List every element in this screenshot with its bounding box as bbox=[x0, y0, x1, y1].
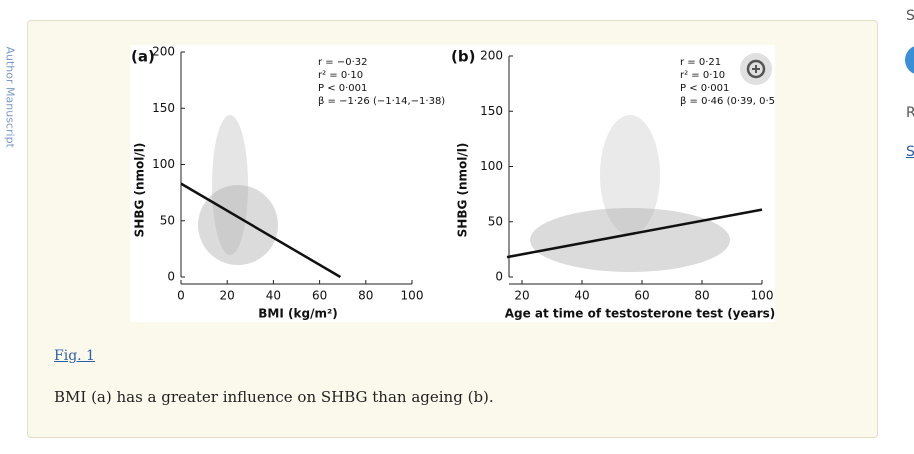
x-tick-label: 100 bbox=[751, 289, 774, 303]
y-tick-label: 100 bbox=[152, 157, 175, 171]
panel-label: (b) bbox=[451, 48, 475, 66]
annotation: r² = 0·10 bbox=[680, 70, 725, 81]
caption: BMI (a) has a greater influence on SHBG … bbox=[54, 388, 494, 406]
annotation: P < 0·001 bbox=[680, 83, 729, 94]
y-tick-label: 100 bbox=[480, 159, 503, 173]
regression-line bbox=[506, 208, 763, 259]
point-cloud bbox=[600, 115, 660, 235]
figure-bg bbox=[130, 45, 775, 322]
y-axis-label: SHBG (nmol/l) bbox=[133, 143, 147, 238]
x-tick-label: 60 bbox=[312, 289, 327, 303]
side-label: Author Manuscript bbox=[3, 46, 17, 148]
y-axis-label: SHBG (nmol/l) bbox=[456, 143, 470, 238]
y-tick-label: 50 bbox=[160, 213, 175, 227]
point-cloud bbox=[212, 115, 248, 255]
sidebar-button[interactable] bbox=[905, 45, 914, 75]
zoom-icon-plus bbox=[752, 65, 760, 73]
annotation: r² = 0·10 bbox=[318, 70, 363, 81]
x-tick-label: 40 bbox=[266, 289, 281, 303]
sidebar-link[interactable]: S bbox=[906, 144, 914, 160]
annotation: r = −0·32 bbox=[318, 57, 368, 68]
y-tick-label: 150 bbox=[480, 104, 503, 118]
zoom-icon-ring bbox=[746, 59, 766, 79]
annotation: P < 0·001 bbox=[318, 83, 367, 94]
annotation: β = −1·26 (−1·14,−1·38) bbox=[318, 96, 445, 107]
y-tick-label: 50 bbox=[488, 214, 503, 228]
y-tick-label: 0 bbox=[495, 270, 503, 284]
x-tick-label: 20 bbox=[220, 289, 235, 303]
x-tick-label: 0 bbox=[177, 289, 185, 303]
panel-label: (a) bbox=[131, 48, 155, 66]
figure-link[interactable]: Fig. 1 bbox=[54, 348, 95, 364]
x-tick-label: 60 bbox=[634, 289, 649, 303]
x-tick-label: 100 bbox=[401, 289, 424, 303]
x-tick-label: 80 bbox=[694, 289, 709, 303]
x-axis-label: BMI (kg/m²) bbox=[258, 307, 337, 321]
y-tick-label: 150 bbox=[152, 101, 175, 115]
x-tick-label: 40 bbox=[574, 289, 589, 303]
annotation: r = 0·21 bbox=[680, 57, 721, 68]
y-tick-label: 200 bbox=[480, 49, 503, 63]
y-tick-label: 0 bbox=[167, 270, 175, 284]
y-tick-label: 200 bbox=[152, 45, 175, 59]
sidebar-text: R bbox=[906, 105, 914, 121]
x-tick-label: 80 bbox=[358, 289, 373, 303]
x-axis-label: Age at time of testosterone test (years) bbox=[505, 307, 775, 321]
sidebar-text: S bbox=[906, 8, 914, 24]
regression-line bbox=[180, 182, 342, 279]
x-tick-label: 20 bbox=[514, 289, 529, 303]
annotation: β = 0·46 (0·39, 0·53) bbox=[680, 96, 775, 107]
